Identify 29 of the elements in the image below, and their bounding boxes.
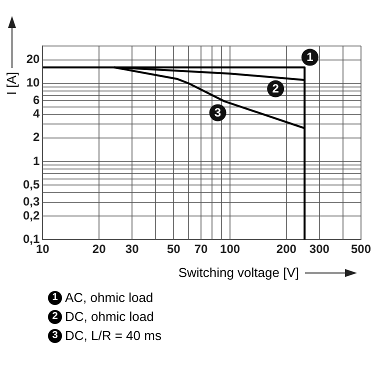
annotation: 3 [214, 106, 222, 120]
x-tick-label: 30 [125, 242, 140, 256]
x-tick-label: 200 [276, 242, 297, 256]
text: 1 [52, 292, 58, 302]
y-tick-label: 0,5 [22, 177, 40, 192]
y-tick-label: 20 [26, 52, 40, 66]
legend-label: AC, ohmic load [65, 290, 154, 305]
annotation: 1 [306, 50, 314, 64]
y-tick-label: 6 [32, 92, 40, 107]
annotation: 2 [272, 82, 280, 96]
x-tick-label: 500 [350, 242, 372, 256]
x-tick-label: 50 [166, 242, 181, 256]
legend-label: DC, ohmic load [65, 309, 154, 324]
x-tick-label: 20 [92, 242, 106, 256]
x-axis-title: Switching voltage [V] [178, 265, 299, 280]
y-tick-label: 10 [26, 76, 40, 90]
text: 2 [52, 310, 58, 322]
x-tick-label: 100 [220, 242, 240, 256]
y-tick-label: 0,3 [22, 194, 40, 209]
x-tick-label: 300 [309, 242, 330, 256]
text: 3 [52, 330, 58, 340]
y-tick-label: 0,1 [22, 232, 40, 246]
y-axis-title: I [A] [4, 72, 19, 95]
y-tick-label: 2 [32, 130, 40, 144]
x-tick-label: 70 [194, 242, 208, 256]
y-tick-label: 4 [32, 106, 40, 121]
legend-label: DC, L/R = 40 ms [65, 328, 162, 343]
y-tick-label: 1 [32, 154, 40, 168]
y-tick-label: 0,2 [22, 208, 40, 222]
